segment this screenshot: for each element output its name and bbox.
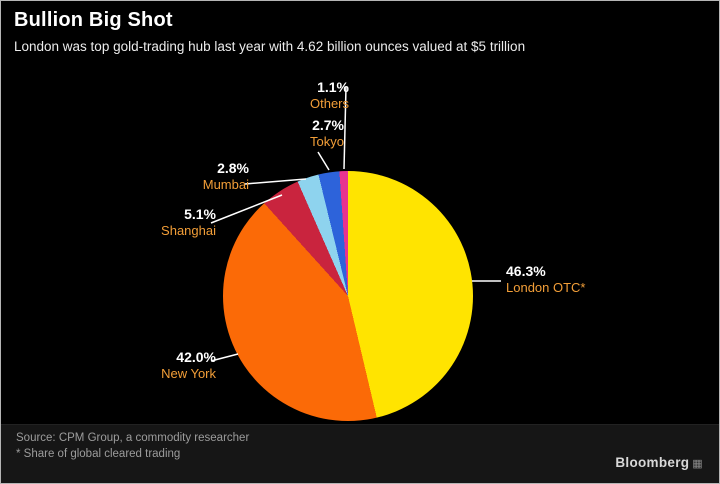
bloomberg-label: Bloomberg bbox=[615, 455, 690, 470]
source-text: Source: CPM Group, a commodity researche… bbox=[16, 432, 250, 444]
slice-pct-london-otc: 46.3% bbox=[506, 263, 546, 279]
chart-title: Bullion Big Shot bbox=[14, 9, 173, 31]
slice-name-shanghai: Shanghai bbox=[161, 223, 216, 238]
slice-name-mumbai: Mumbai bbox=[202, 177, 249, 192]
slice-callout-others: 1.1% Others bbox=[239, 79, 349, 112]
slice-name-tokyo: Tokyo bbox=[310, 134, 344, 149]
slice-name-new-york: New York bbox=[161, 366, 216, 381]
slice-callout-tokyo: 2.7% Tokyo bbox=[234, 117, 344, 150]
leader-line-tokyo bbox=[317, 151, 330, 171]
bloomberg-logo-icon: ▦ bbox=[692, 458, 703, 470]
slice-name-london-otc: London OTC* bbox=[506, 280, 586, 295]
footnote-text: * Share of global cleared trading bbox=[16, 448, 181, 460]
slice-callout-shanghai: 5.1% Shanghai bbox=[106, 206, 216, 239]
slice-callout-mumbai: 2.8% Mumbai bbox=[139, 160, 249, 193]
bloomberg-wordmark: Bloomberg ▦ bbox=[615, 455, 703, 470]
footer-bar: Source: CPM Group, a commodity researche… bbox=[1, 424, 719, 483]
chart-subtitle: London was top gold-trading hub last yea… bbox=[14, 39, 526, 54]
slice-callout-new-york: 42.0% New York bbox=[106, 349, 216, 382]
slice-pct-new-york: 42.0% bbox=[176, 349, 216, 365]
slice-name-others: Others bbox=[309, 96, 349, 111]
slice-pct-tokyo: 2.7% bbox=[312, 117, 344, 133]
slice-pct-mumbai: 2.8% bbox=[217, 160, 249, 176]
slice-pct-others: 1.1% bbox=[317, 79, 349, 95]
slice-pct-shanghai: 5.1% bbox=[184, 206, 216, 222]
slice-callout-london-otc: 46.3% London OTC* bbox=[506, 263, 616, 296]
pie-chart bbox=[223, 171, 473, 421]
